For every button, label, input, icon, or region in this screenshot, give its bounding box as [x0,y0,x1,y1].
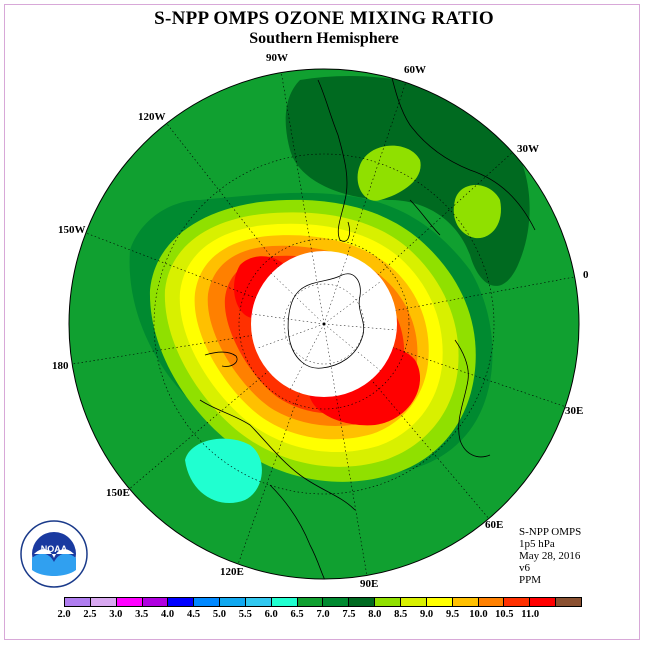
lon-label-30e: 30E [565,405,583,417]
colorbar-tick-label: 3.0 [109,609,123,620]
colorbar-swatch [65,598,91,606]
map-title: S-NPP OMPS OZONE MIXING RATIO [154,8,494,29]
colorbar-swatch [478,598,505,606]
lon-label-60w: 60W [404,64,426,76]
colorbar-swatch [297,598,324,606]
colorbar-swatch [400,598,427,606]
field-5p5-6 [185,438,262,504]
colorbar-swatch [556,598,581,606]
info-block: S-NPP OMPS 1p5 hPa May 28, 2016 v6 PPM [519,526,581,586]
map-subtitle: Southern Hemisphere [249,30,399,47]
colorbar-tick-label: 4.0 [161,609,175,620]
lon-label-60e: 60E [485,519,503,531]
colorbar-tick-label: 2.5 [83,609,97,620]
longitude-labels: 90W 60W 30W 0 30E 60E 90E 120E 150E 180 … [52,52,589,590]
colorbar-tick-label: 5.5 [238,609,252,620]
lon-label-0: 0 [583,269,589,281]
info-level: 1p5 hPa [519,538,555,550]
colorbar-swatch [426,598,453,606]
colorbar-swatch [116,598,143,606]
colorbar-swatch [504,598,531,606]
colorbar-swatch [271,598,298,606]
colorbar-ticks: 2.0 2.5 3.0 3.5 4.0 4.5 5.0 5.5 6.0 6.5 7.0 7.5 8.0 8… [50,609,596,623]
colorbar-swatch [220,598,246,606]
colorbar-swatch [375,598,401,606]
colorbar-tick-label: 3.5 [135,609,149,620]
colorbar-tick-label: 6.0 [264,609,278,620]
colorbar-tick-label: 2.0 [57,609,71,620]
lon-label-120w: 120W [138,111,166,123]
colorbar-swatch [245,598,272,606]
colorbar-tick-label: 8.5 [394,609,408,620]
field-7p5-8-blob [357,145,421,201]
lon-label-90e: 90E [360,578,378,590]
colorbar-swatch [90,598,117,606]
lon-label-90w: 90W [266,52,288,64]
colorbar-swatch [142,598,169,606]
antarctica-outline [287,273,365,369]
colorbar-swatch [168,598,195,606]
figure-frame [4,4,640,640]
coastlines [199,69,536,579]
svg-text:NOAA: NOAA [41,544,68,554]
colorbar-tick-label: 11.0 [521,609,540,620]
noaa-logo: NOAA [20,520,88,588]
colorbar-tick-label: 9.0 [420,609,434,620]
colorbar-tick-label: 10.5 [495,609,514,620]
colorbar-tick-label: 9.5 [445,609,460,620]
field-7p5-8-blob2 [453,185,501,239]
lon-label-180: 180 [52,360,69,372]
colorbar-swatch [349,598,376,606]
colorbar-tick-label: 7.0 [316,609,330,620]
colorbar-tick-label: 4.5 [186,609,201,620]
colorbar-swatch [323,598,350,606]
south-pole-marker [322,322,326,326]
colorbar-tick-label: 6.5 [290,609,304,620]
info-version: v6 [519,562,530,574]
polar-graticule [251,251,397,397]
lon-label-150w: 150W [58,224,86,236]
map-boundary [68,68,580,580]
colorbar-swatch [530,598,557,606]
colorbar-tick-label: 10.0 [469,609,488,620]
colorbar-tick-label: 5.0 [212,609,226,620]
colorbar-tick-label: 8.0 [368,609,382,620]
lon-label-150e: 150E [106,487,130,499]
colorbar-swatch [452,598,479,606]
info-units: PPM [519,574,542,586]
colorbar-tick-label: 7.5 [342,609,356,620]
info-date: May 28, 2016 [519,550,581,562]
colorbar-swatch [194,598,221,606]
lon-label-30w: 30W [517,143,539,155]
colorbar [64,597,582,607]
info-instrument: S-NPP OMPS [519,526,582,538]
lon-label-120e: 120E [220,566,244,578]
